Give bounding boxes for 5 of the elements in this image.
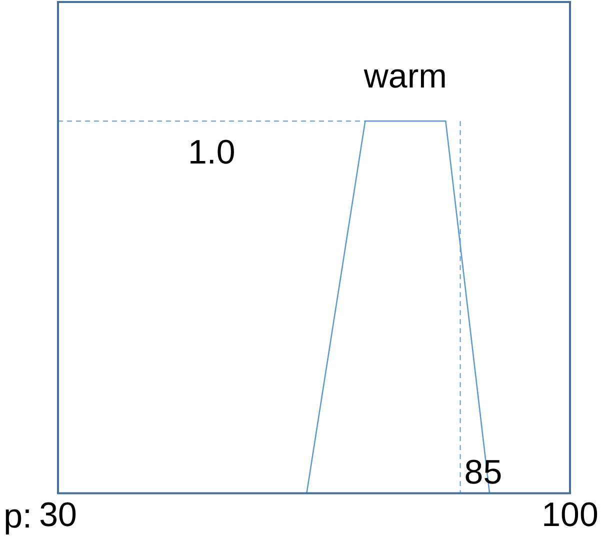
series-label: warm xyxy=(362,57,447,96)
ref-line-label: 1.0 xyxy=(188,133,236,172)
x-tick-label: 30 xyxy=(39,496,77,534)
x-axis-title: p: xyxy=(4,498,32,536)
x-tick-label: 100 xyxy=(542,496,598,534)
